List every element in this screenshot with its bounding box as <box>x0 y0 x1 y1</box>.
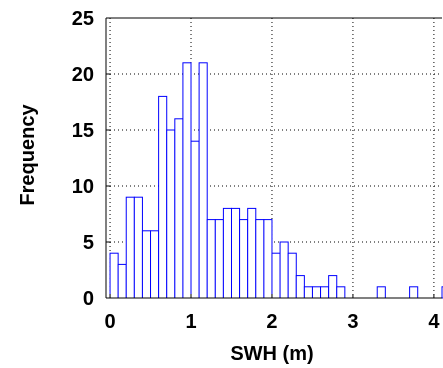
histogram-bar <box>206 219 216 299</box>
histogram-bar <box>336 286 346 299</box>
histogram-bar <box>311 286 322 299</box>
histogram-bar <box>255 219 265 299</box>
histogram-bar <box>409 286 419 299</box>
histogram-bar <box>303 286 313 299</box>
histogram-bar <box>214 219 224 299</box>
x-axis-label: SWH (m) <box>230 343 313 365</box>
histogram-bar <box>376 286 386 299</box>
histogram-bar <box>239 219 249 299</box>
x-tick-label: 4 <box>428 311 440 333</box>
y-tick-label: 25 <box>72 8 94 30</box>
histogram-bar <box>133 196 143 299</box>
histogram-bar <box>295 275 305 299</box>
histogram-bar <box>320 286 330 299</box>
x-tick-label: 1 <box>185 311 196 333</box>
histogram-bar <box>125 196 135 299</box>
y-tick-label: 20 <box>72 64 94 86</box>
histogram-bar <box>190 140 200 299</box>
histogram-bar <box>247 207 257 299</box>
histogram-bar <box>287 252 297 299</box>
histogram-bar <box>182 62 192 299</box>
histogram-bar <box>117 263 127 299</box>
x-tick-labels: 0 1 2 3 4 <box>104 311 440 333</box>
y-tick-label: 5 <box>83 232 94 254</box>
y-tick-label: 10 <box>72 176 94 198</box>
histogram-bar <box>230 207 241 299</box>
histogram-bar <box>141 230 152 299</box>
histogram-bar <box>166 129 176 299</box>
histogram-bar <box>150 230 160 299</box>
y-tick-label: 0 <box>83 288 94 310</box>
x-tick-label: 0 <box>104 311 115 333</box>
histogram-bar <box>198 62 208 299</box>
histogram-bar <box>109 252 119 299</box>
x-tick-label: 3 <box>347 311 358 333</box>
histogram-bars <box>109 62 443 299</box>
axes <box>105 17 442 299</box>
histogram-bar <box>158 95 168 299</box>
histogram-bar <box>222 207 232 299</box>
histogram-bar <box>271 252 281 299</box>
histogram-bar <box>174 118 184 299</box>
histogram-bar <box>263 219 273 299</box>
y-tick-labels: 0 5 10 15 20 25 <box>72 8 94 310</box>
histogram-bar <box>279 241 289 299</box>
y-tick-label: 15 <box>72 120 94 142</box>
x-tick-label: 2 <box>266 311 277 333</box>
histogram-bar <box>328 275 338 299</box>
y-axis-label: Frequency <box>17 104 39 206</box>
